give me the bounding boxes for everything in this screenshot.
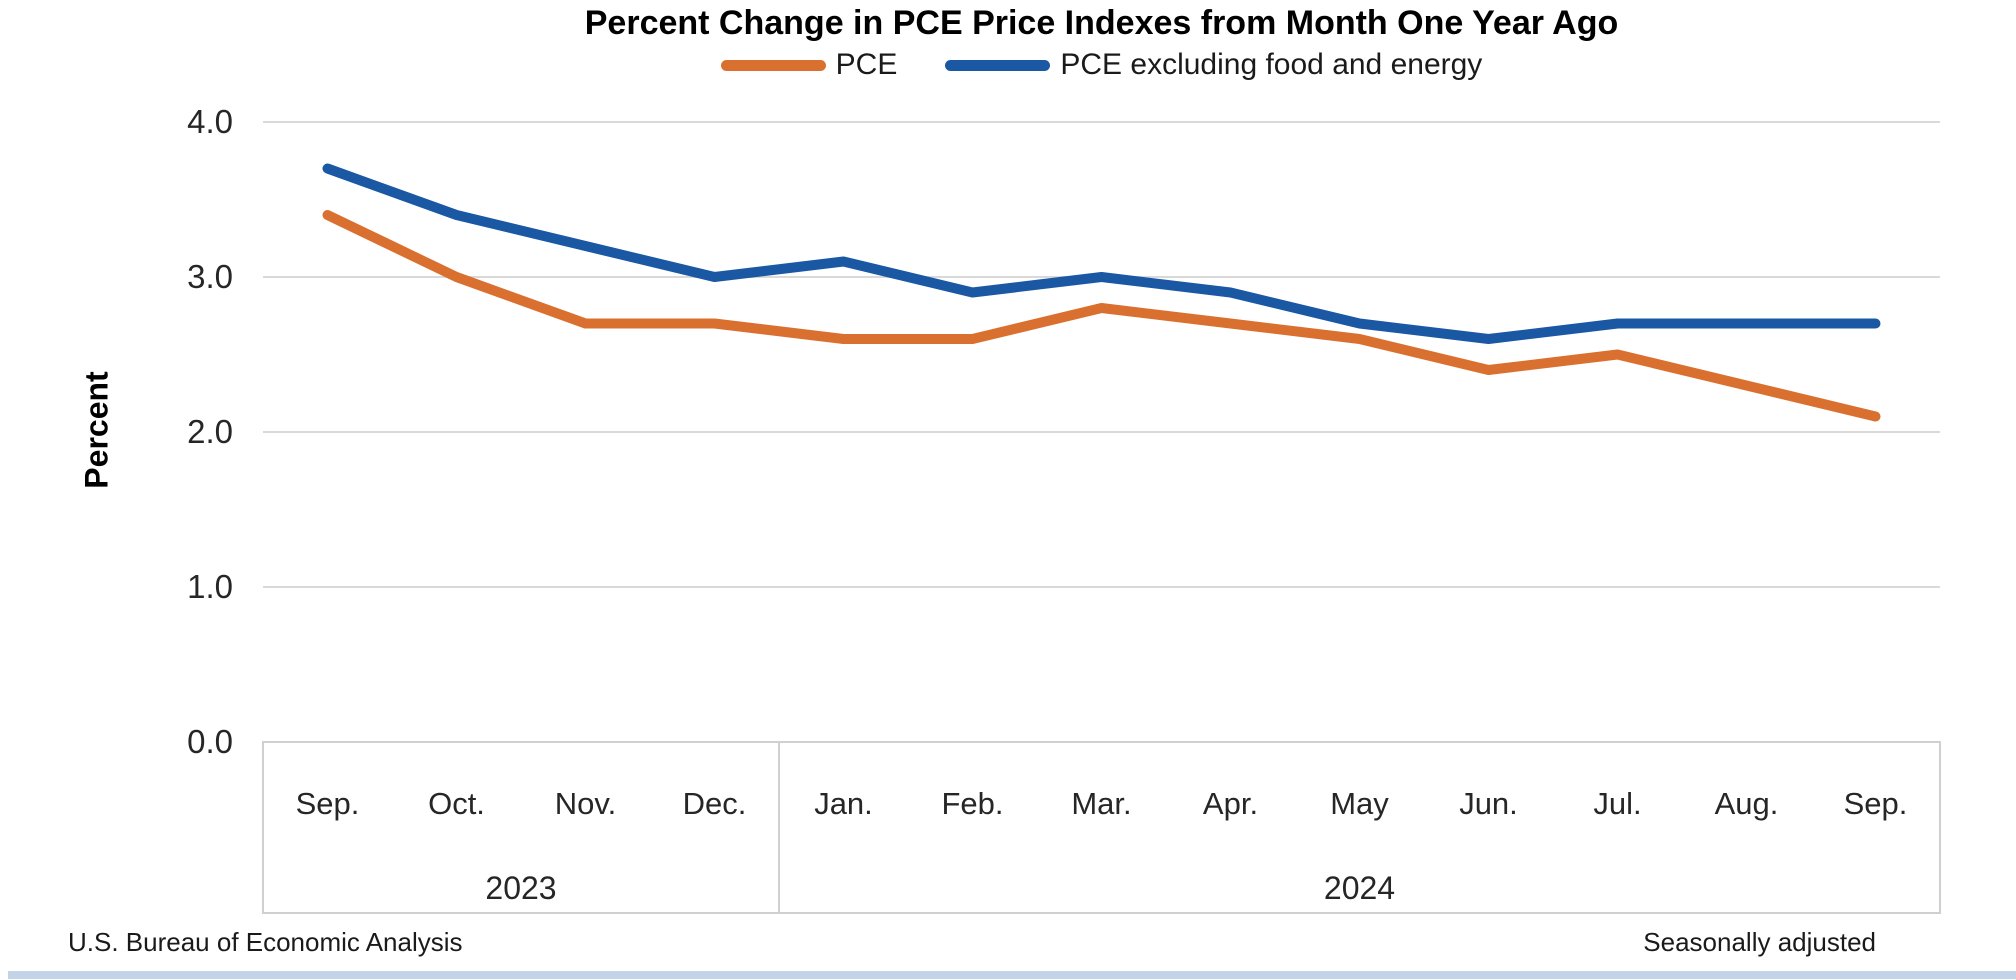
adjustment-note: Seasonally adjusted (1643, 927, 1876, 957)
x-tick-label: Jan. (814, 786, 873, 821)
x-tick-label: Aug. (1715, 786, 1779, 821)
y-tick-label: 0.0 (187, 723, 233, 760)
series-line-pce (322, 210, 1881, 422)
year-label: 2024 (1324, 870, 1395, 906)
y-tick-label: 1.0 (187, 568, 233, 605)
x-tick-label: Apr. (1203, 786, 1258, 821)
core-pce-line-swatch (945, 59, 1051, 71)
x-tick-label: Nov. (555, 786, 616, 821)
x-tick-label: Sep. (296, 786, 360, 821)
series-line-pce-excluding-food-and-energy (322, 163, 1881, 344)
x-tick-label: Dec. (683, 786, 747, 821)
y-tick-label: 3.0 (187, 258, 233, 295)
x-tick-label: May (1330, 786, 1389, 821)
legend-label-core-pce: PCE excluding food and energy (1060, 48, 1483, 81)
legend-item-core-pce: PCE excluding food and energy (945, 48, 1482, 82)
year-label: 2023 (485, 870, 556, 906)
legend-item-pce: PCE (720, 48, 898, 82)
chart-title: Percent Change in PCE Price Indexes from… (584, 4, 1619, 42)
x-tick-label: Mar. (1071, 786, 1131, 821)
x-tick-label: Jun. (1459, 786, 1518, 821)
y-tick-label: 2.0 (187, 413, 233, 450)
chart-legend: PCE PCE excluding food and energy (263, 48, 1940, 82)
x-axis-box (262, 741, 1941, 914)
x-tick-label: Feb. (941, 786, 1003, 821)
x-tick-label: Oct. (428, 786, 485, 821)
x-tick-label: Jul. (1593, 786, 1641, 821)
source-note: U.S. Bureau of Economic Analysis (68, 927, 463, 957)
pce-line-swatch (720, 59, 826, 71)
bottom-accent-bar (8, 971, 2016, 979)
x-tick-label: Sep. (1844, 786, 1908, 821)
y-tick-label: 4.0 (187, 103, 233, 140)
legend-label-pce: PCE (835, 48, 898, 81)
